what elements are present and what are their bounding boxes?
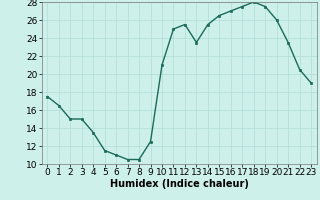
X-axis label: Humidex (Indice chaleur): Humidex (Indice chaleur): [110, 179, 249, 189]
